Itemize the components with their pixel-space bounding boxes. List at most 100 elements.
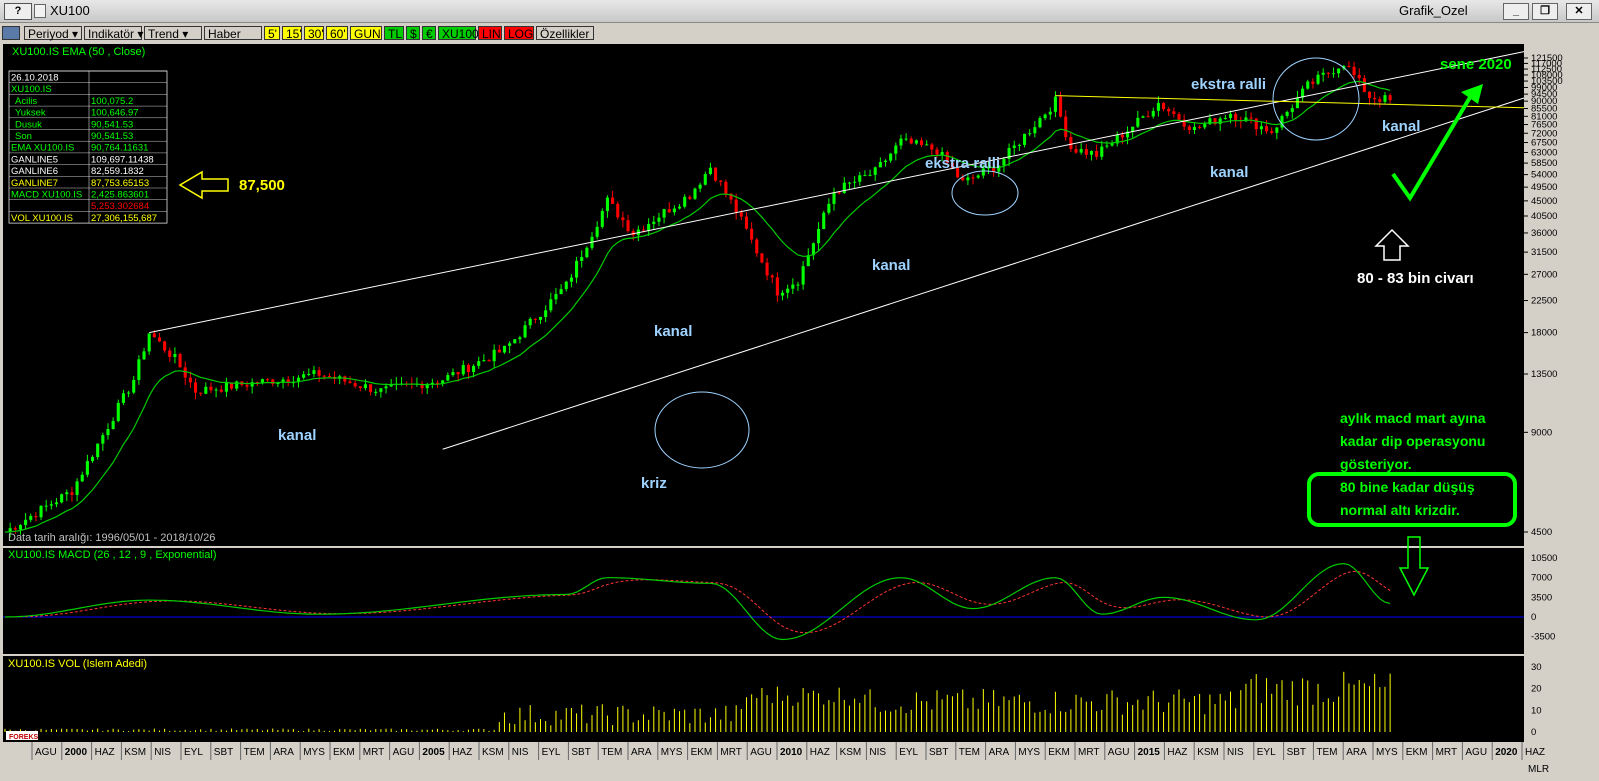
ema-line (4, 80, 1391, 533)
toolbar-button-indikatr[interactable]: Indikatör ▾ (84, 26, 143, 41)
candle-body (1095, 151, 1099, 157)
x-tick-label: NIS (1227, 747, 1244, 758)
candle-body (152, 333, 156, 338)
candle-body (945, 152, 949, 163)
candle-body (1120, 134, 1124, 138)
candle-body (616, 203, 620, 218)
candle-body (39, 505, 43, 518)
toolbar-button-trend[interactable]: Trend ▾ (144, 26, 202, 41)
candle-body (837, 192, 841, 194)
candle-body (1131, 126, 1135, 132)
candle-body (1362, 78, 1366, 92)
candle-body (662, 209, 666, 218)
candle-body (90, 457, 95, 462)
candle-body (817, 228, 821, 244)
candle-body (1373, 97, 1377, 100)
macd-y-tick-label: 3500 (1531, 592, 1552, 603)
candle-body (1125, 131, 1130, 138)
macd-y-tick-label: 7000 (1531, 573, 1552, 584)
x-tick-label: ARA (273, 747, 294, 758)
candle-body (379, 388, 383, 392)
toolbar-button-30[interactable]: 30' (304, 26, 324, 41)
toolbar-button-haber[interactable]: Haber (204, 26, 262, 41)
candle-body (85, 461, 89, 475)
toolbar-button-log[interactable]: LOG (504, 26, 534, 41)
toolbar-button-60[interactable]: 60' (326, 26, 348, 41)
candle-body (724, 181, 728, 194)
candle-body (775, 277, 779, 296)
candle-body (631, 231, 635, 236)
toolbar-button-gun[interactable]: GUN (350, 26, 382, 41)
minimize-button[interactable]: _ (1503, 3, 1529, 20)
candle-body (24, 519, 28, 526)
candle-body (1017, 144, 1021, 146)
chart-toolbar: Periyod ▾ Indikatör ▾ Trend ▾ Haber 5' 15' 30'… (0, 23, 1599, 43)
info-table-label: GANLINE5 (11, 154, 58, 165)
note-line-5: normal altı krizdir. (1340, 502, 1460, 518)
window-title-bar: ? XU100 Grafik_Ozel _ ❐ ✕ (0, 0, 1599, 23)
candle-body (714, 167, 718, 181)
candle-body (142, 351, 146, 360)
toolbar-button-5[interactable]: 5' (264, 26, 280, 41)
window-right-title: Grafik_Ozel (1399, 3, 1468, 18)
info-table-label: Yuksek (15, 108, 46, 119)
candle-body (950, 162, 954, 169)
candle-body (75, 481, 79, 495)
help-button[interactable]: ? (4, 3, 32, 20)
candle-body (1270, 131, 1274, 133)
candle-body (369, 384, 373, 392)
candle-body (641, 229, 646, 231)
kriz-label: kriz (641, 475, 667, 492)
close-button[interactable]: ✕ (1566, 3, 1592, 20)
toolbar-button-[interactable]: $ (406, 26, 420, 41)
x-tick-label: ARA (1346, 747, 1367, 758)
candle-body (65, 492, 69, 495)
info-table-label: MACD XU100.IS (11, 190, 82, 201)
toolbar-button-15[interactable]: 15' (282, 26, 302, 41)
candle-body (502, 345, 507, 353)
price-y-tick-label: 54000 (1531, 170, 1557, 181)
chart-canvas[interactable]: 4500 9000 13500 18000 22500 27000 31500 36000 40… (0, 42, 1599, 781)
candle-body (1151, 110, 1155, 117)
price-y-tick-label: 90000 (1531, 96, 1557, 107)
candle-body (296, 377, 301, 383)
info-table-value: 90,764.11631 (91, 143, 148, 154)
candle-body (482, 360, 486, 362)
x-tick-label: KSM (1197, 747, 1219, 758)
candle-body (456, 372, 460, 375)
ekstra-ralli-circle-2 (1272, 57, 1360, 141)
candle-body (1105, 145, 1109, 147)
mlr-label[interactable]: MLR (1528, 764, 1549, 775)
note-line-2: kadar dip operasyonu (1340, 433, 1485, 449)
toolbar-button-zellikler[interactable]: Özellikler (536, 26, 594, 41)
candle-body (1038, 118, 1042, 128)
price-y-tick-label: 94500 (1531, 89, 1557, 100)
candle-body (1280, 116, 1284, 128)
toolbar-button-periyod[interactable]: Periyod ▾ (24, 26, 82, 41)
price-y-tick-label: 67500 (1531, 138, 1557, 149)
price-y-tick-label: 63000 (1531, 147, 1557, 158)
candle-body (230, 382, 234, 389)
candle-body (266, 379, 270, 381)
candle-body (430, 382, 434, 385)
price-y-tick-label: 45000 (1531, 196, 1557, 207)
toolbar-button-lin[interactable]: LIN (478, 26, 502, 41)
toolbar-button-tl[interactable]: TL (384, 26, 404, 41)
candle-body (544, 310, 548, 317)
toolbar-button-xu100[interactable]: XU100 (438, 26, 479, 41)
candle-body (811, 243, 815, 256)
info-table-label: Dusuk (15, 119, 42, 130)
candle-body (734, 199, 738, 213)
x-tick-label: KSM (840, 747, 862, 758)
candle-body (1048, 111, 1052, 115)
restore-button[interactable]: ❐ (1532, 3, 1558, 20)
candle-body (137, 359, 141, 380)
candle-body (235, 381, 239, 389)
info-table-label: 26.10.2018 (11, 73, 59, 84)
candle-body (1053, 96, 1057, 112)
x-tick-label: AGU (393, 747, 415, 758)
toolbar-button-[interactable]: € (422, 26, 436, 41)
price-y-tick-label: 108000 (1531, 70, 1563, 81)
candle-body (1012, 145, 1016, 149)
